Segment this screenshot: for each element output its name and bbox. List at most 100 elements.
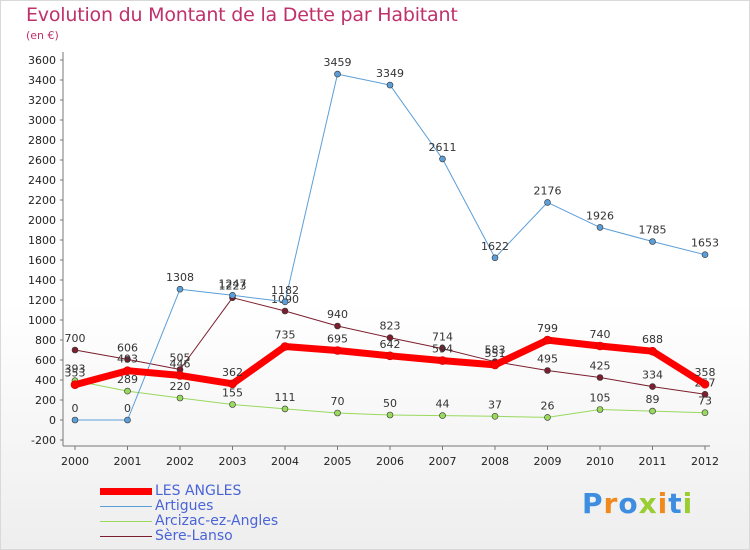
data-label-s-re-lanso: 823 xyxy=(380,320,401,333)
y-tick-label: 3000 xyxy=(28,114,56,127)
data-point-les-angles xyxy=(648,346,657,356)
logo-letter: i xyxy=(682,487,694,520)
data-label-artigues: 0 xyxy=(124,402,131,415)
data-point-arcizac-ez-angles xyxy=(176,394,184,402)
data-label-les-angles: 695 xyxy=(327,333,348,346)
legend-swatch xyxy=(100,488,152,495)
data-point-arcizac-ez-angles xyxy=(701,409,709,417)
data-point-s-re-lanso xyxy=(334,322,341,330)
y-tick-label: 2000 xyxy=(28,214,56,227)
logo-letter: t xyxy=(668,487,683,520)
x-tick-label: 2005 xyxy=(324,455,352,468)
y-tick-label: 800 xyxy=(35,334,56,347)
data-point-artigues xyxy=(229,291,236,299)
legend-swatch xyxy=(100,506,152,507)
data-label-les-angles: 799 xyxy=(537,322,558,335)
logo-letter: o xyxy=(618,487,639,520)
y-tick-label: 600 xyxy=(35,354,56,367)
data-point-artigues xyxy=(71,416,79,424)
data-label-arcizac-ez-angles: 26 xyxy=(541,399,555,412)
data-label-artigues: 1308 xyxy=(166,271,194,284)
data-point-s-re-lanso xyxy=(649,383,656,390)
y-tick-label: 3400 xyxy=(28,74,56,87)
y-tick-label: 2800 xyxy=(28,134,56,147)
legend-label: Sère-Lanso xyxy=(155,528,233,544)
y-tick-label: 1600 xyxy=(28,254,56,267)
legend-item-arcizac-ez-angles: Arcizac-ez-Angles xyxy=(100,514,330,529)
data-point-les-angles xyxy=(333,346,342,355)
data-point-les-angles xyxy=(228,379,237,389)
data-point-les-angles xyxy=(700,379,710,389)
x-tick-label: 2007 xyxy=(429,455,457,468)
y-tick-label: 2200 xyxy=(28,194,56,207)
data-point-les-angles xyxy=(543,335,552,345)
data-label-les-angles: 740 xyxy=(590,328,611,341)
data-label-artigues: 3459 xyxy=(324,56,352,69)
data-point-arcizac-ez-angles xyxy=(544,414,551,421)
data-point-arcizac-ez-angles xyxy=(124,387,131,395)
data-label-arcizac-ez-angles: 37 xyxy=(488,398,502,411)
y-tick-label: 2600 xyxy=(28,154,56,167)
x-tick-label: 2006 xyxy=(376,455,404,468)
legend-item-artigues: Artigues xyxy=(100,499,330,514)
data-label-arcizac-ez-angles: 50 xyxy=(383,397,397,410)
data-label-artigues: 1622 xyxy=(481,240,509,253)
data-point-les-angles xyxy=(438,356,447,365)
x-tick-label: 2009 xyxy=(534,455,562,468)
y-tick-label: 1000 xyxy=(28,314,56,327)
chart-subtitle: (en €) xyxy=(26,29,59,42)
data-point-s-re-lanso xyxy=(71,346,79,354)
data-point-les-angles xyxy=(123,366,132,376)
data-label-s-re-lanso: 700 xyxy=(65,332,86,345)
data-point-artigues xyxy=(544,199,551,206)
data-point-arcizac-ez-angles xyxy=(439,412,446,419)
data-point-artigues xyxy=(334,70,341,78)
data-label-s-re-lanso: 495 xyxy=(537,353,558,366)
data-label-artigues: 3349 xyxy=(376,67,404,80)
logo-letter: P xyxy=(582,487,604,520)
data-label-artigues: 1785 xyxy=(639,224,667,237)
data-label-artigues: 1182 xyxy=(271,284,299,297)
data-label-artigues: 1926 xyxy=(586,209,614,222)
data-point-s-re-lanso xyxy=(386,334,394,342)
data-point-arcizac-ez-angles xyxy=(334,409,341,417)
legend-swatch xyxy=(100,521,152,522)
x-tick-label: 2008 xyxy=(481,455,509,468)
data-point-artigues xyxy=(439,155,446,163)
data-point-arcizac-ez-angles xyxy=(596,406,604,413)
data-point-arcizac-ez-angles xyxy=(229,401,236,408)
data-label-arcizac-ez-angles: 393 xyxy=(65,363,86,376)
data-label-s-re-lanso: 425 xyxy=(590,360,611,373)
data-label-s-re-lanso: 505 xyxy=(170,352,191,365)
data-point-les-angles xyxy=(70,380,80,390)
data-label-les-angles: 493 xyxy=(117,353,138,366)
x-tick-label: 2002 xyxy=(166,455,194,468)
data-label-s-re-lanso: 1223 xyxy=(219,280,247,293)
data-label-arcizac-ez-angles: 89 xyxy=(646,393,660,406)
data-label-s-re-lanso: 606 xyxy=(117,341,138,354)
x-tick-label: 2010 xyxy=(586,455,614,468)
data-point-les-angles xyxy=(280,342,290,351)
data-point-arcizac-ez-angles xyxy=(649,407,656,415)
chart-title: Evolution du Montant de la Dette par Hab… xyxy=(26,4,458,26)
y-tick-label: 2400 xyxy=(28,174,56,187)
legend-swatch xyxy=(100,536,152,537)
data-label-artigues: 2611 xyxy=(429,141,457,154)
chart-legend: LES ANGLES Artigues Arcizac-ez-Angles Sère-… xyxy=(100,484,330,544)
x-tick-label: 2012 xyxy=(691,455,719,468)
data-point-s-re-lanso xyxy=(439,345,446,352)
data-label-les-angles: 688 xyxy=(642,333,663,346)
data-point-artigues xyxy=(176,285,184,293)
proxiti-logo: Proxiti xyxy=(582,487,693,520)
data-label-arcizac-ez-angles: 105 xyxy=(590,392,611,405)
data-label-arcizac-ez-angles: 70 xyxy=(331,395,345,408)
data-label-les-angles: 358 xyxy=(695,366,716,379)
data-point-les-angles xyxy=(490,360,500,370)
y-tick-label: 1400 xyxy=(28,274,56,287)
data-point-artigues xyxy=(596,224,604,231)
data-label-artigues: 1247 xyxy=(219,277,247,290)
data-point-s-re-lanso xyxy=(124,356,131,363)
legend-item-s-re-lanso: Sère-Lanso xyxy=(100,529,330,544)
